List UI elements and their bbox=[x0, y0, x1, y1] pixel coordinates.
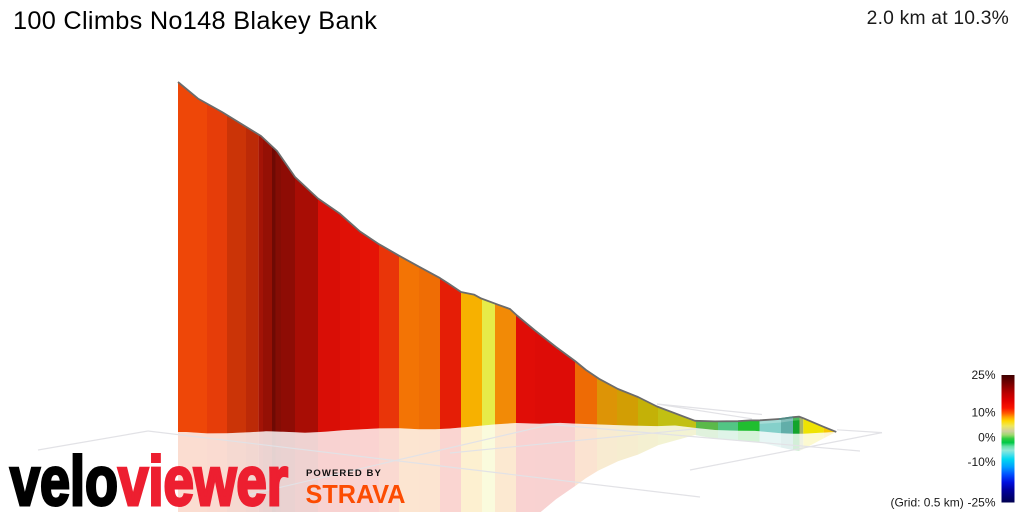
svg-text:POWERED BY: POWERED BY bbox=[306, 468, 382, 479]
svg-text:velo: velo bbox=[10, 442, 118, 512]
svg-text:25%: 25% bbox=[971, 368, 995, 382]
svg-text:100 Climbs No148 Blakey Bank: 100 Climbs No148 Blakey Bank bbox=[13, 7, 377, 35]
svg-text:-25%: -25% bbox=[967, 496, 995, 510]
svg-text:STRAVA: STRAVA bbox=[306, 479, 406, 509]
svg-text:2.0 km at 10.3%: 2.0 km at 10.3% bbox=[867, 8, 1009, 29]
svg-text:0%: 0% bbox=[978, 431, 996, 445]
svg-text:viewer: viewer bbox=[118, 442, 288, 512]
svg-text:(Grid: 0.5 km): (Grid: 0.5 km) bbox=[890, 496, 963, 510]
svg-text:-10%: -10% bbox=[967, 455, 995, 469]
svg-text:10%: 10% bbox=[971, 406, 995, 420]
